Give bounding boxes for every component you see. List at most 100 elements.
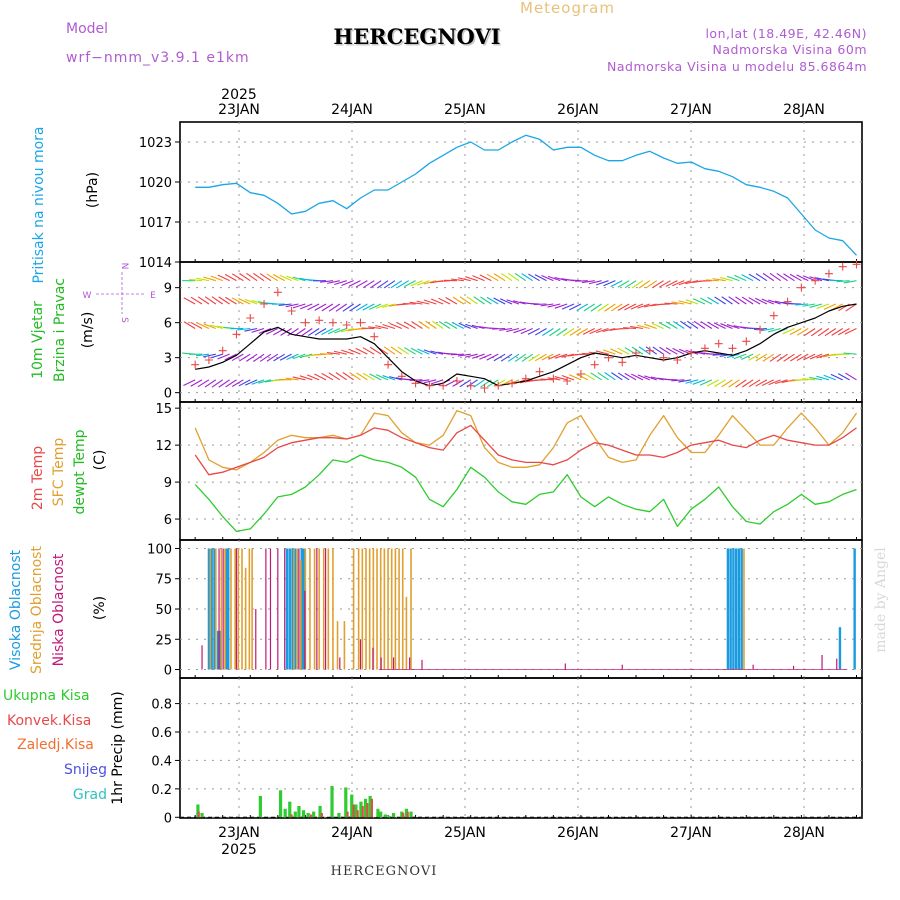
wind-gust-marker (260, 300, 269, 308)
wind-arrow (368, 326, 382, 330)
wind-arrow (258, 379, 272, 384)
wind-arrow (554, 276, 568, 282)
wind-arrow (755, 273, 768, 282)
compass-south: S (119, 317, 129, 323)
wind-arrow (238, 353, 251, 362)
cloud-bar-mid (293, 548, 295, 670)
wind-arrow (231, 379, 244, 387)
cloud-bar-mid (352, 548, 355, 670)
wind-arrow (803, 328, 816, 337)
wind-ylabel-main: 10m Vjetar (30, 301, 46, 379)
wind-arrow (285, 377, 299, 381)
precip-bar-convective (356, 810, 359, 818)
wind-arrow (610, 303, 623, 312)
wind-arrow (714, 379, 726, 388)
wind-arrow (369, 303, 382, 310)
wind-arrow (217, 353, 230, 360)
wind-arrow (795, 303, 809, 306)
bottom-date-axis: 23JAN 24JAN 25JAN 26JAN 27JAN 28JAN 2025 (218, 825, 825, 858)
wind-arrow (604, 303, 616, 312)
wind-gust-marker (521, 374, 530, 383)
wind-arrow (610, 280, 623, 288)
precip-bar-convective (370, 798, 373, 818)
wind-arrow (581, 280, 595, 284)
wind-arrow (769, 353, 782, 362)
wind-arrow (375, 303, 389, 309)
wind-arrow (562, 328, 575, 337)
cloud-bar-low (277, 548, 279, 670)
wind-arrow (823, 303, 837, 310)
wind-gust-marker (384, 360, 393, 369)
wind-arrow (790, 353, 802, 362)
y-tick-label: 0.4 (151, 754, 172, 769)
wind-arrow (774, 300, 788, 305)
wind-gust-marker (466, 381, 475, 390)
y-tick-label: 6 (164, 513, 172, 528)
wind-arrow (802, 378, 816, 381)
wind-arrow (362, 280, 375, 289)
precip-bar-total (391, 813, 396, 818)
y-tick-label: 0.2 (151, 783, 172, 798)
wind-arrow (292, 376, 306, 381)
precip-bar-total (359, 801, 363, 818)
wind-arrow (196, 277, 210, 282)
wind-arrow (204, 296, 217, 305)
wind-arrow (239, 273, 251, 282)
wind-arrow (602, 349, 616, 355)
wind-arrow (643, 303, 657, 308)
wind-arrow (837, 328, 850, 336)
cloud-bar-high (285, 548, 289, 670)
wind-arrow (528, 353, 540, 362)
wind-arrow (685, 349, 699, 355)
wind-arrow (499, 298, 513, 305)
wind-arrow (499, 327, 513, 331)
wind-arrow (326, 351, 340, 355)
top-date-axis: 2025 23JAN 24JAN 25JAN 26JAN 27JAN 28JAN (218, 87, 825, 118)
wind-arrow (506, 327, 520, 333)
precip-bar-total (330, 786, 334, 818)
wind-arrow (390, 280, 403, 289)
cloud-bar-low (392, 657, 395, 670)
cloud-bar-mid (224, 548, 226, 670)
wind-arrow (244, 298, 258, 305)
wind-arrow (721, 296, 733, 305)
wind-arrow (286, 353, 299, 361)
wind-gust-marker (356, 318, 365, 327)
wind-arrow (328, 303, 341, 312)
wind-arrow (576, 303, 589, 312)
wind-arrow (321, 372, 334, 381)
wind-arrow (673, 320, 685, 329)
wind-arrow (712, 278, 726, 282)
footer-station: HERCEGNOVI (331, 864, 438, 879)
precip-bar-total (344, 787, 348, 818)
wind-gust-marker (397, 372, 406, 381)
wind-arrow (349, 372, 361, 381)
wind-arrow (334, 327, 347, 334)
precip-bar-total (200, 813, 204, 818)
wind-compass-rose: W E N S (83, 263, 157, 324)
wind-arrow (541, 274, 554, 282)
wind-arrow (789, 328, 802, 336)
wind-arrow (713, 322, 726, 329)
cloud-bar-low (359, 639, 362, 670)
precip-bar-total (283, 808, 287, 818)
wind-gust-marker (811, 276, 820, 285)
cloud-bar-low (421, 659, 423, 670)
precip-bar-convective (366, 803, 369, 818)
wind-arrow (382, 323, 396, 330)
cloud-bar-low (269, 548, 272, 670)
wind-arrow (617, 280, 630, 288)
wind-arrow (244, 327, 258, 332)
wind-arrow (377, 280, 389, 289)
model-name: wrf−nmm_v3.9.1 e1km (66, 50, 250, 66)
precip-bar-total (400, 811, 404, 818)
wind-arrow (321, 303, 334, 312)
wind-arrow (342, 372, 354, 381)
cloud-bar-mid (387, 548, 389, 670)
wind-arrow (748, 273, 761, 282)
precip-bar-total (301, 810, 306, 818)
cloud-bar-mid (410, 548, 412, 670)
wind-panel: 0 3 6 9 (164, 260, 863, 403)
cloud-bar-low (821, 655, 823, 670)
wind-arrow (809, 353, 823, 360)
